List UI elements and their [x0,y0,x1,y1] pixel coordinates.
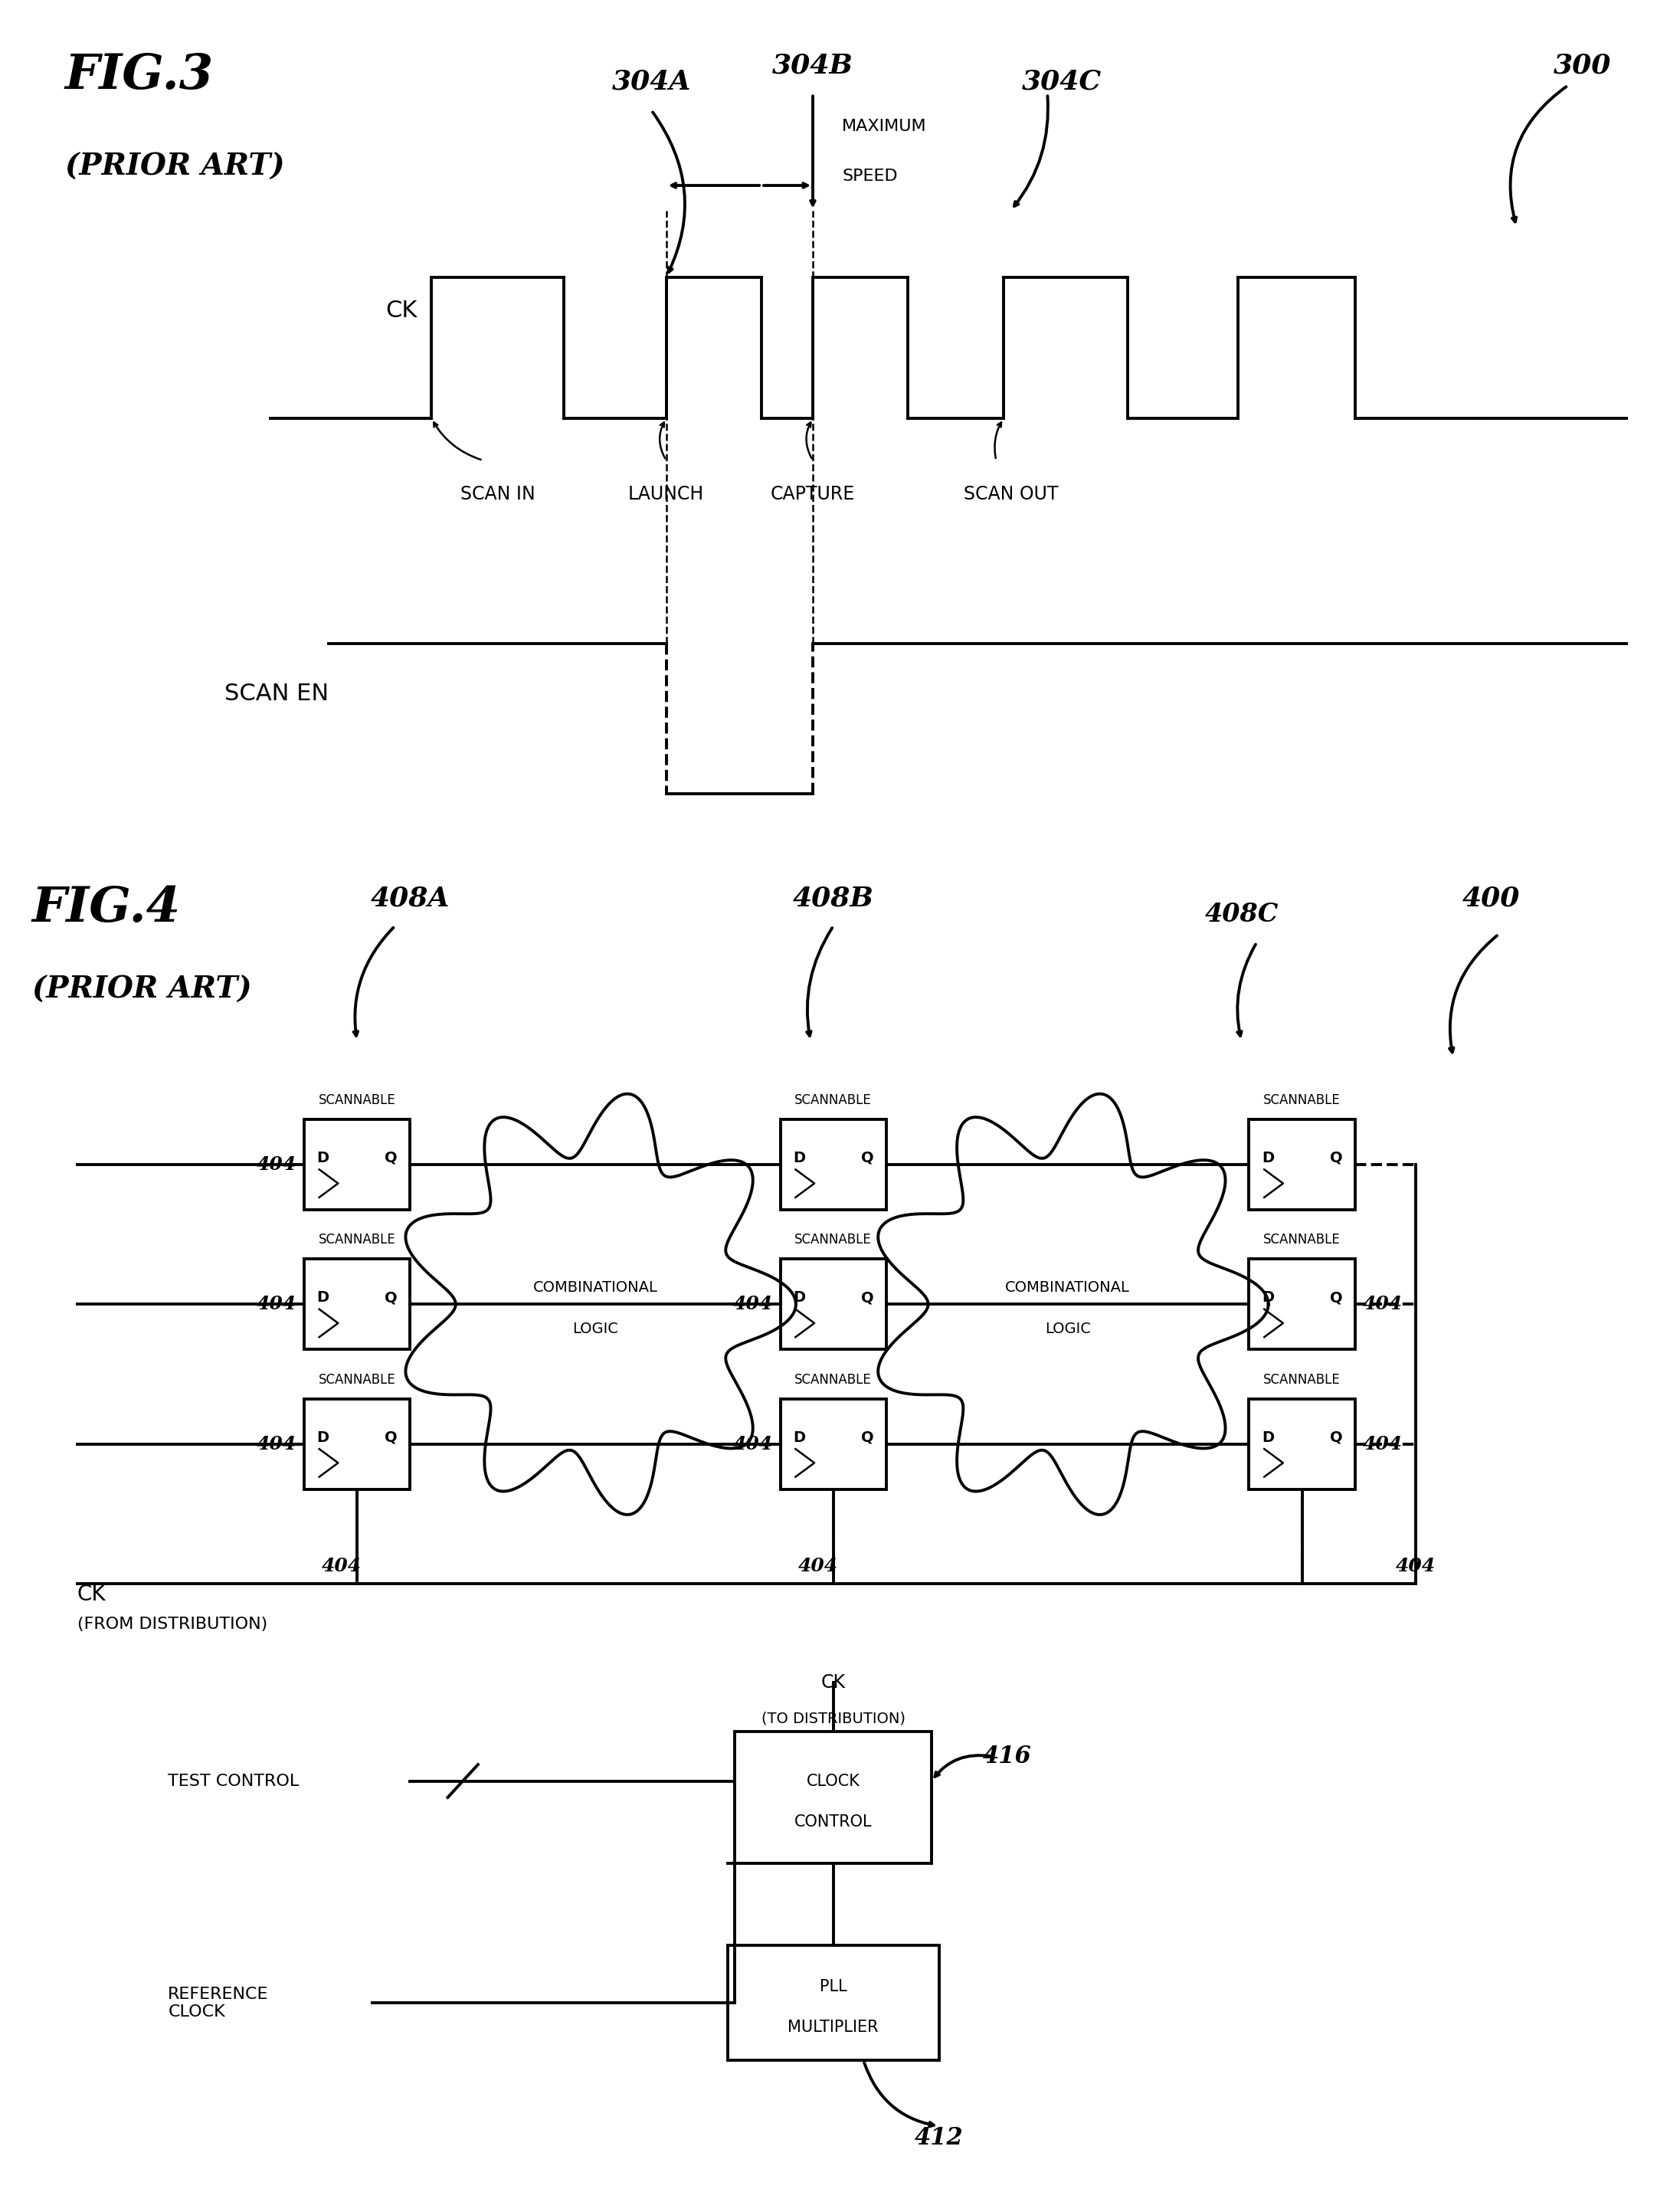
Text: D: D [318,1151,329,1166]
Text: CAPTURE: CAPTURE [771,484,855,504]
Text: 404: 404 [1362,1295,1403,1313]
Text: 404: 404 [257,1155,297,1173]
Text: SPEED: SPEED [842,169,897,184]
Text: D: D [1262,1429,1273,1445]
Text: SCANNABLE: SCANNABLE [1263,1232,1341,1247]
Text: (PRIOR ART): (PRIOR ART) [32,975,252,1004]
Text: SCANNABLE: SCANNABLE [319,1232,395,1247]
Bar [736,1732,932,1863]
Text: 304B: 304B [773,53,853,79]
Text: 404: 404 [323,1556,361,1576]
Text: Q: Q [385,1151,398,1166]
Text: 400: 400 [1462,886,1520,912]
Text: D: D [793,1151,805,1166]
Text: COMBINATIONAL: COMBINATIONAL [533,1280,657,1295]
Text: 408A: 408A [370,886,450,912]
Text: Q: Q [385,1291,398,1304]
Bar [1250,1258,1356,1350]
Text: CK: CK [385,300,417,322]
Text: FIG.4: FIG.4 [32,886,181,932]
Bar [1250,1398,1356,1488]
Text: Q: Q [1329,1151,1342,1166]
Text: CONTROL: CONTROL [795,1815,872,1830]
Text: CLOCK: CLOCK [806,1773,860,1789]
Text: Q: Q [385,1429,398,1445]
Text: MULTIPLIER: MULTIPLIER [788,2021,879,2034]
Text: 404: 404 [257,1436,297,1453]
Text: LAUNCH: LAUNCH [628,484,704,504]
Text: TEST CONTROL: TEST CONTROL [168,1773,299,1789]
Text: SCANNABLE: SCANNABLE [1263,1372,1341,1388]
Text: 408B: 408B [793,886,874,912]
Text: SCANNABLE: SCANNABLE [1263,1094,1341,1107]
Text: CK: CK [822,1672,845,1692]
Text: PLL: PLL [820,1979,847,1995]
Text: SCANNABLE: SCANNABLE [795,1094,872,1107]
Text: 404: 404 [257,1295,297,1313]
Text: CK: CK [77,1583,106,1605]
Text: D: D [1262,1151,1273,1166]
Text: SCAN OUT: SCAN OUT [963,484,1058,504]
Bar [727,1946,939,2060]
Bar [304,1398,410,1488]
Text: LOGIC: LOGIC [573,1322,618,1337]
Text: 300: 300 [1554,53,1611,79]
Text: 404: 404 [732,1295,773,1313]
Text: D: D [318,1291,329,1304]
Text: SCANNABLE: SCANNABLE [319,1372,395,1388]
Text: 404: 404 [1396,1556,1435,1576]
Text: D: D [1262,1291,1273,1304]
Text: SCAN EN: SCAN EN [225,682,329,704]
Bar [1250,1120,1356,1210]
Text: SCANNABLE: SCANNABLE [795,1372,872,1388]
Text: (FROM DISTRIBUTION): (FROM DISTRIBUTION) [77,1618,267,1631]
Text: 404: 404 [798,1556,838,1576]
Text: 412: 412 [914,2126,964,2150]
Text: 404: 404 [732,1436,773,1453]
Text: LOGIC: LOGIC [1045,1322,1090,1337]
Text: D: D [793,1291,805,1304]
Text: SCAN IN: SCAN IN [460,484,534,504]
Text: REFERENCE
CLOCK: REFERENCE CLOCK [168,1986,269,2019]
Text: SCANNABLE: SCANNABLE [319,1094,395,1107]
Bar [780,1120,887,1210]
Text: (TO DISTRIBUTION): (TO DISTRIBUTION) [761,1712,906,1725]
Text: SCANNABLE: SCANNABLE [795,1232,872,1247]
Text: MAXIMUM: MAXIMUM [842,118,927,134]
Text: COMBINATIONAL: COMBINATIONAL [1005,1280,1131,1295]
Text: (PRIOR ART): (PRIOR ART) [66,151,284,182]
Text: 416: 416 [983,1745,1032,1769]
Text: FIG.3: FIG.3 [66,53,213,99]
Text: 304A: 304A [612,68,690,94]
Bar [780,1398,887,1488]
Text: 408C: 408C [1205,901,1278,927]
Bar [304,1258,410,1350]
Text: D: D [318,1429,329,1445]
Text: Q: Q [860,1291,874,1304]
Text: D: D [793,1429,805,1445]
Bar [780,1258,887,1350]
Text: Q: Q [1329,1291,1342,1304]
Text: Q: Q [860,1151,874,1166]
Text: Q: Q [1329,1429,1342,1445]
Text: Q: Q [860,1429,874,1445]
Text: 304C: 304C [1021,68,1102,94]
Text: 404: 404 [1362,1436,1403,1453]
Bar [304,1120,410,1210]
